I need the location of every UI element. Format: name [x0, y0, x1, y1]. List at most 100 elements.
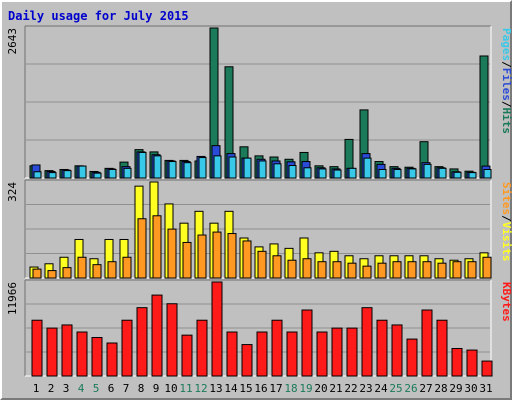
- sites-bar: [317, 261, 327, 279]
- sites-bar: [107, 261, 117, 279]
- hits-bar: [479, 55, 489, 179]
- pages-bar: [183, 162, 192, 179]
- sites-bar: [272, 255, 282, 279]
- sites-bar: [437, 262, 447, 279]
- legend-entry: KBytes: [500, 282, 512, 322]
- sites-bar: [482, 256, 492, 279]
- sites-bar: [47, 270, 57, 279]
- pages-bar: [123, 167, 132, 179]
- x-tick-label: 6: [108, 382, 115, 395]
- x-tick-label: 23: [359, 382, 372, 395]
- pages-bar: [393, 168, 402, 179]
- kbytes-bar: [376, 319, 388, 377]
- pages-bar: [228, 156, 237, 179]
- pages-bar: [483, 168, 492, 179]
- pages-bar: [108, 168, 117, 179]
- legend-entry: Files: [500, 68, 512, 101]
- kbytes-bar: [406, 338, 418, 377]
- x-tick-label: 20: [314, 382, 327, 395]
- sites-bar: [287, 259, 297, 279]
- kbytes-bar: [76, 331, 88, 377]
- top-ymax-label: 2643: [6, 28, 19, 55]
- pages-bar: [363, 157, 372, 179]
- x-tick-label: 21: [329, 382, 342, 395]
- kbytes-bar: [226, 331, 238, 377]
- x-tick-label: 16: [254, 382, 267, 395]
- middle-legend: Sites/Visits: [500, 182, 512, 262]
- pages-bar: [78, 165, 87, 179]
- sites-bar: [92, 264, 102, 279]
- sites-bar: [167, 228, 177, 279]
- x-tick-label: 22: [344, 382, 357, 395]
- middle-ymax-label: 324: [6, 182, 19, 202]
- pages-bar: [63, 170, 72, 179]
- sites-bar: [467, 261, 477, 279]
- kbytes-bar: [31, 319, 43, 377]
- sites-bar: [137, 218, 147, 279]
- pages-bar: [243, 157, 252, 179]
- sites-bar: [257, 250, 267, 279]
- pages-bar: [408, 168, 417, 179]
- legend-entry: /: [500, 101, 512, 108]
- legend-entry: Visits: [500, 222, 512, 262]
- sites-bar: [32, 268, 42, 279]
- kbytes-bar: [316, 331, 328, 377]
- kbytes-bar: [46, 327, 58, 377]
- sites-bar: [302, 258, 312, 279]
- pages-bar: [48, 172, 57, 179]
- x-tick-label: 25: [389, 382, 402, 395]
- x-tick-label: 14: [224, 382, 238, 395]
- x-tick-label: 26: [404, 382, 417, 395]
- sites-bar: [242, 240, 252, 279]
- kbytes-bar: [61, 324, 73, 377]
- legend-entry: Hits: [500, 108, 512, 135]
- pages-bar: [153, 155, 162, 179]
- x-tick-label: 31: [479, 382, 492, 395]
- sites-bar: [212, 231, 222, 279]
- kbytes-bar: [136, 307, 148, 377]
- kbytes-bar: [466, 349, 478, 377]
- kbytes-bar: [106, 342, 118, 377]
- pages-bar: [138, 151, 147, 179]
- sites-bar: [122, 256, 132, 279]
- sites-bar: [407, 261, 417, 279]
- x-tick-label: 4: [78, 382, 85, 395]
- sites-bar: [422, 261, 432, 279]
- pages-bar: [318, 168, 327, 179]
- pages-bar: [453, 171, 462, 179]
- x-tick-label: 28: [434, 382, 447, 395]
- kbytes-bar: [211, 281, 223, 377]
- pages-bar: [303, 167, 312, 179]
- x-tick-label: 27: [419, 382, 432, 395]
- sites-bar: [227, 233, 237, 279]
- x-tick-label: 30: [464, 382, 477, 395]
- pages-bar: [168, 161, 177, 179]
- pages-bar: [378, 168, 387, 179]
- sites-bar: [362, 265, 372, 279]
- bottom-legend: KBytes: [500, 282, 512, 322]
- x-tick-label: 8: [138, 382, 145, 395]
- kbytes-bar: [361, 307, 373, 377]
- kbytes-bar: [166, 303, 178, 377]
- sites-bar: [62, 267, 72, 279]
- top-legend: Pages/Files/Hits: [500, 28, 512, 134]
- x-tick-label: 9: [153, 382, 160, 395]
- pages-bar: [198, 157, 207, 179]
- sites-bar: [197, 234, 207, 279]
- sites-bar: [452, 261, 462, 279]
- x-tick-label: 7: [123, 382, 130, 395]
- kbytes-bar: [256, 331, 268, 377]
- x-tick-label: 15: [239, 382, 252, 395]
- legend-entry: Pages: [500, 28, 512, 61]
- kbytes-bar: [301, 309, 313, 377]
- pages-bar: [288, 165, 297, 179]
- kbytes-bar: [271, 319, 283, 377]
- x-tick-label: 17: [269, 382, 282, 395]
- pages-bar: [93, 172, 102, 179]
- kbytes-bar: [241, 344, 253, 377]
- kbytes-bar: [421, 309, 433, 377]
- sites-bar: [392, 261, 402, 279]
- bottom-ymax-label: 11966: [6, 282, 19, 315]
- x-tick-label: 18: [284, 382, 297, 395]
